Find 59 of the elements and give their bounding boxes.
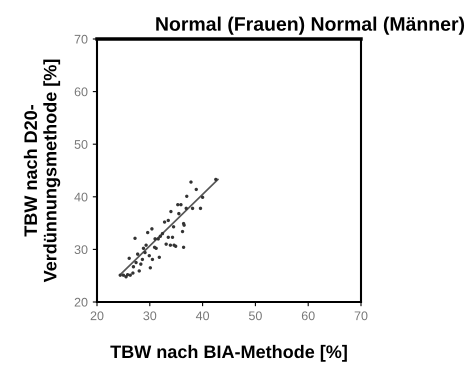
point <box>140 258 144 262</box>
point <box>190 206 194 210</box>
point <box>131 271 135 275</box>
point <box>148 266 152 270</box>
point <box>134 260 138 264</box>
x-axis-title: TBW nach BIA-Methode [%] <box>110 344 347 362</box>
point <box>168 243 172 247</box>
point <box>162 220 166 224</box>
point <box>160 232 164 236</box>
x-tick-label: 70 <box>354 311 368 320</box>
y-tick-label: 50 <box>74 140 88 149</box>
chart-title: Normal (Frauen) Normal (Männer) <box>156 16 464 35</box>
point <box>164 242 168 246</box>
point <box>122 273 126 277</box>
point <box>214 178 218 182</box>
point <box>139 262 143 266</box>
point <box>198 206 202 210</box>
point <box>179 202 183 206</box>
point <box>136 252 140 256</box>
point <box>182 246 186 249</box>
point <box>158 256 162 259</box>
point <box>166 236 170 239</box>
point <box>128 256 131 260</box>
point <box>128 273 132 277</box>
point <box>132 265 136 268</box>
point <box>158 234 162 238</box>
y-tick-label: 20 <box>74 298 88 307</box>
x-tick-label: 30 <box>143 311 156 320</box>
y-axis-title: TBW nach D20- Verdünnungsmethode [%] <box>24 60 60 282</box>
y-tick-label: 70 <box>74 34 88 44</box>
point <box>146 230 150 234</box>
point <box>169 210 173 214</box>
point <box>153 237 157 241</box>
y-tick-label: 40 <box>74 192 88 202</box>
point <box>200 196 204 200</box>
x-tick-label: 20 <box>90 311 104 320</box>
point <box>184 206 188 210</box>
point <box>138 269 141 273</box>
point <box>142 246 146 250</box>
point <box>150 227 154 231</box>
point <box>185 194 188 198</box>
point <box>143 250 147 254</box>
point <box>148 254 151 258</box>
point <box>194 188 198 192</box>
point <box>166 218 170 222</box>
x-tick-label: 50 <box>248 311 262 320</box>
point <box>156 237 160 241</box>
x-tick-label: 60 <box>302 311 315 320</box>
point <box>133 236 137 240</box>
x-tick-label: 40 <box>196 311 210 320</box>
point <box>170 236 174 239</box>
y-tick-label: 30 <box>74 245 88 254</box>
point <box>150 258 154 262</box>
point <box>177 212 181 216</box>
y-tick-label: 60 <box>74 87 88 96</box>
point <box>118 273 122 277</box>
point <box>144 243 148 247</box>
point <box>176 202 180 206</box>
point <box>172 225 176 228</box>
